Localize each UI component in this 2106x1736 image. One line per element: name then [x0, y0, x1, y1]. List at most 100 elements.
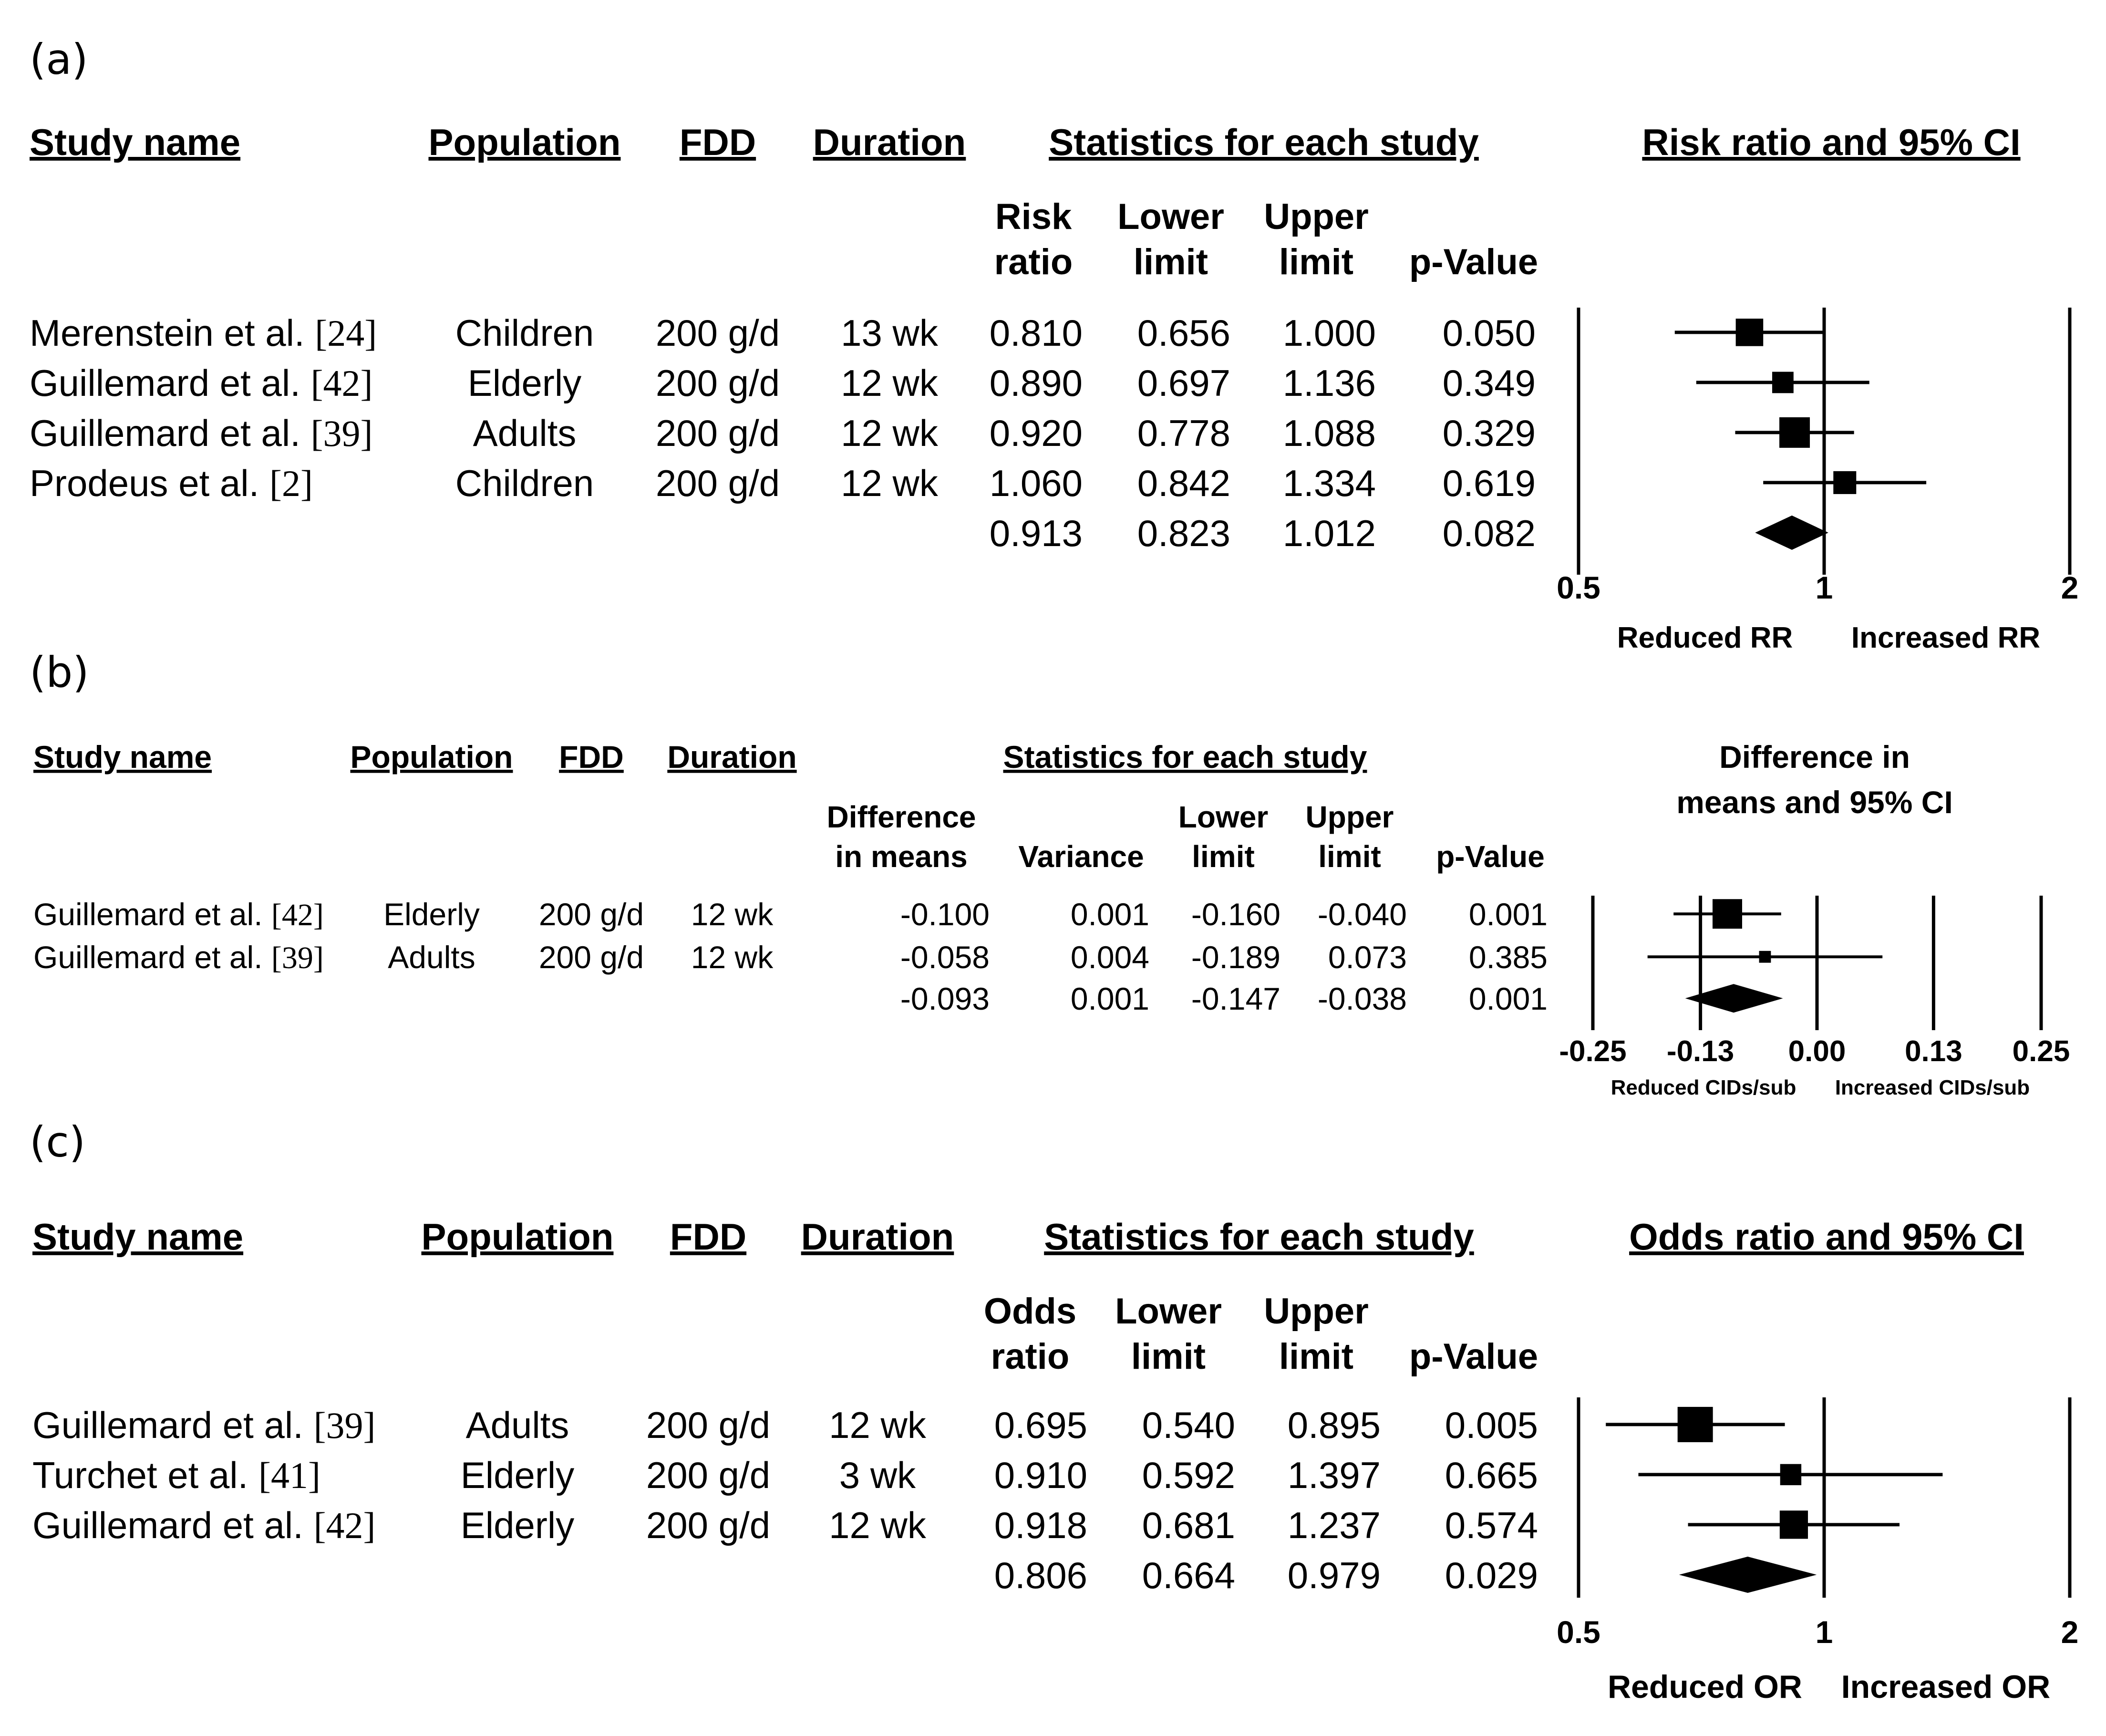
study-name-cell: Merenstein et al. [24]	[30, 312, 377, 354]
study-ref: [2]	[269, 463, 313, 504]
stat-column-header: Upper	[1264, 196, 1369, 237]
stat-value: 0.656	[1137, 312, 1230, 354]
study-name-cell: Prodeus et al. [2]	[30, 462, 313, 504]
stat-column-header: Difference	[827, 800, 976, 834]
stat-value: -0.040	[1318, 897, 1407, 932]
study-row: Prodeus et al. [2] Children 200 g/d 12 wk 1.…	[30, 462, 1536, 504]
population-cell: Adults	[388, 940, 475, 975]
header-study-name: Study name	[30, 121, 240, 163]
population-cell: Children	[455, 462, 594, 504]
duration-cell: 13 wk	[841, 312, 939, 354]
summary-stat-value: 0.979	[1288, 1554, 1381, 1596]
study-name: Guillemard et al.	[33, 897, 271, 932]
plot-title: Difference in	[1719, 739, 1910, 775]
stat-column-header: Upper	[1306, 800, 1394, 834]
panel-label: (a)	[30, 35, 88, 84]
x-tick-label: 0.25	[2013, 1035, 2070, 1068]
stat-column-header: Variance	[1018, 839, 1144, 874]
header-study-name: Study name	[33, 739, 212, 775]
summary-stat-value: -0.093	[900, 981, 990, 1016]
direction-label: Increased OR	[1841, 1669, 2050, 1705]
summary-stat-value: 1.012	[1283, 512, 1376, 554]
forest-plot-area: 0.5 1 2 Reduced RR Increased RR	[1557, 308, 2078, 654]
header-population: Population	[422, 1216, 614, 1258]
summary-diamond	[1679, 1556, 1817, 1593]
stat-column-header: limit	[1131, 1336, 1206, 1377]
stat-column-header: Upper	[1264, 1291, 1369, 1332]
stat-value: 0.910	[994, 1454, 1087, 1496]
stat-column-header: Lower	[1115, 1291, 1222, 1332]
study-name: Prodeus et al.	[30, 462, 269, 504]
stat-value: 0.890	[990, 362, 1083, 404]
study-name: Guillemard et al.	[33, 940, 271, 975]
stat-value: 0.050	[1443, 312, 1536, 354]
stat-column-header: in means	[835, 839, 967, 874]
summary-stat-value: 0.001	[1071, 981, 1149, 1016]
population-cell: Elderly	[461, 1504, 574, 1546]
fdd-cell: 200 g/d	[646, 1504, 770, 1546]
stat-value: 0.004	[1071, 940, 1149, 975]
study-ref: [39]	[311, 413, 373, 454]
duration-cell: 12 wk	[841, 362, 939, 404]
header-duration: Duration	[801, 1216, 954, 1258]
study-effect-marker	[1759, 951, 1771, 963]
stat-value: 0.540	[1142, 1404, 1235, 1446]
plot-title: Risk ratio and 95% CI	[1642, 121, 2020, 163]
study-effect-marker	[1677, 1406, 1713, 1442]
x-tick-label: 2	[2061, 570, 2079, 605]
stat-value: 0.920	[990, 412, 1083, 454]
header-fdd: FDD	[559, 739, 624, 775]
study-name: Guillemard et al.	[30, 362, 311, 404]
summary-row: -0.093 0.001 -0.147 -0.038 0.001	[900, 981, 1548, 1016]
stat-column-header: p-Value	[1409, 242, 1538, 282]
stat-column-header: Risk	[995, 196, 1072, 237]
summary-stat-value: 0.823	[1137, 512, 1230, 554]
duration-cell: 12 wk	[841, 412, 939, 454]
panel-a: (a) Study name Population FDD Duration Statis…	[30, 35, 2078, 654]
study-name: Guillemard et al.	[32, 1404, 314, 1446]
stat-value: 0.001	[1469, 897, 1548, 932]
population-cell: Adults	[473, 412, 577, 454]
study-name-cell: Guillemard et al. [39]	[32, 1404, 376, 1446]
x-tick-label: 0.00	[1788, 1035, 1846, 1068]
study-name: Merenstein et al.	[30, 312, 315, 354]
stat-column-header: limit	[1279, 1336, 1353, 1377]
x-tick-label: -0.13	[1667, 1035, 1734, 1068]
study-effect-marker	[1779, 417, 1810, 448]
fdd-cell: 200 g/d	[656, 312, 780, 354]
stat-value: 0.842	[1137, 462, 1230, 504]
study-effect-marker	[1780, 1464, 1802, 1486]
stat-value: 0.005	[1445, 1404, 1538, 1446]
study-name: Guillemard et al.	[32, 1504, 314, 1546]
header-statistics: Statistics for each study	[1003, 739, 1367, 775]
study-effect-marker	[1833, 471, 1857, 494]
stat-value: 1.237	[1288, 1504, 1381, 1546]
study-effect-marker	[1772, 372, 1794, 393]
stat-column-header: limit	[1134, 242, 1208, 282]
stat-value: 0.385	[1469, 940, 1548, 975]
forest-plot-area: -0.25 -0.13 0.00 0.13 0.25 Reduced CIDs/sub In…	[1559, 896, 2070, 1099]
stat-column-header: p-Value	[1436, 839, 1545, 874]
forest-plot-area: 0.5 1 2 Reduced OR Increased OR	[1557, 1397, 2078, 1705]
population-cell: Elderly	[461, 1454, 574, 1496]
direction-label: Reduced RR	[1617, 621, 1793, 654]
study-name-cell: Guillemard et al. [42]	[32, 1504, 376, 1546]
study-ref: [41]	[258, 1455, 320, 1496]
panel-c: (c) Study name Population FDD Duration Statis…	[30, 1117, 2078, 1705]
study-row: Guillemard et al. [42] Elderly 200 g/d 12 w…	[32, 1504, 1538, 1546]
stat-value: -0.189	[1191, 940, 1280, 975]
stat-column-header: limit	[1192, 839, 1255, 874]
stat-value: -0.100	[900, 897, 990, 932]
direction-label: Increased CIDs/sub	[1835, 1076, 2030, 1099]
summary-stat-value: 0.082	[1443, 512, 1536, 554]
stat-value: 0.665	[1445, 1454, 1538, 1496]
stat-value: 0.329	[1443, 412, 1536, 454]
stat-column-header: ratio	[994, 242, 1073, 282]
stat-value: -0.058	[900, 940, 990, 975]
summary-stat-value: 0.664	[1142, 1554, 1235, 1596]
x-tick-label: 1	[1816, 570, 1833, 605]
plot-title: means and 95% CI	[1676, 785, 1953, 820]
stat-column-header: limit	[1279, 242, 1353, 282]
study-row: Guillemard et al. [39] Adults 200 g/d 12 wk…	[32, 1404, 1538, 1446]
header-fdd: FDD	[670, 1216, 746, 1258]
